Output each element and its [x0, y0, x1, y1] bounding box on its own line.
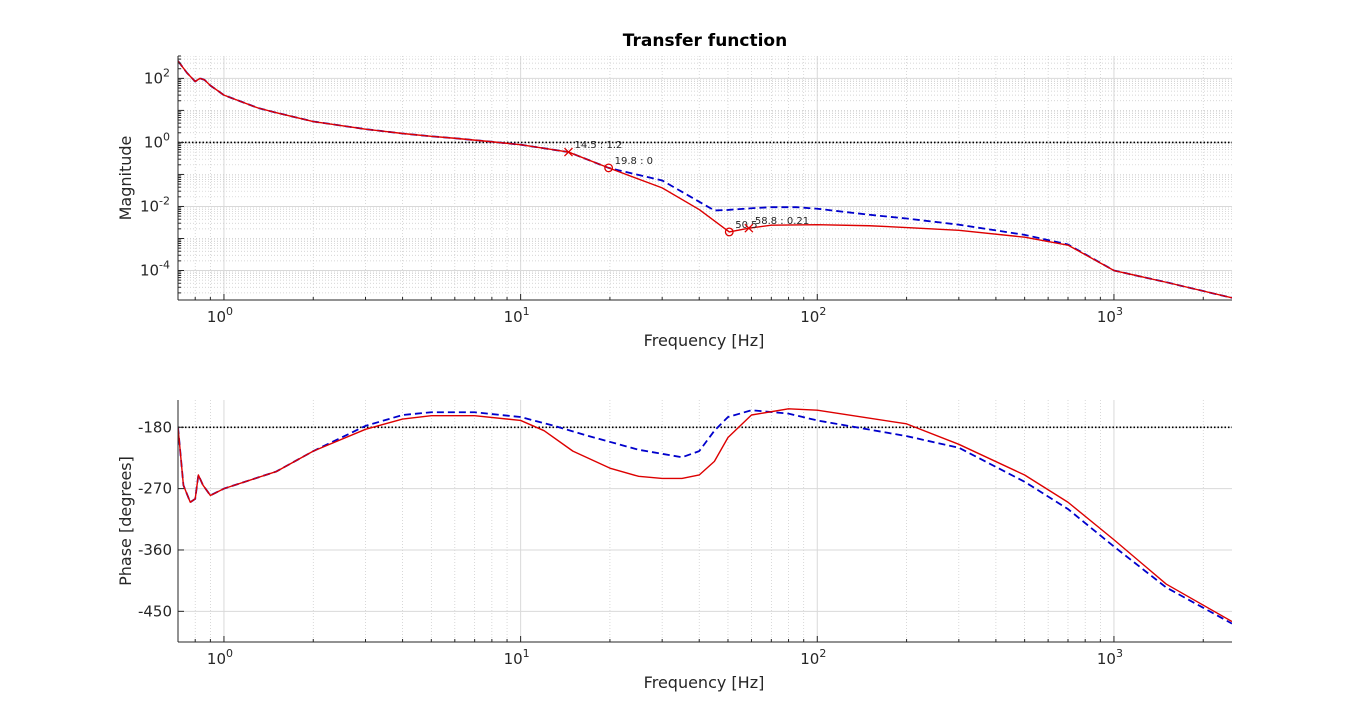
x-tick-label: 101 [504, 305, 530, 326]
marker-circle[interactable] [724, 227, 734, 237]
y-tick-label: -450 [138, 602, 172, 620]
y-tick-label: 100 [144, 130, 170, 151]
x-tick-label: 100 [207, 647, 233, 668]
x-tick-label: 101 [504, 647, 530, 668]
series-solid-line[interactable] [178, 60, 1232, 299]
marker-x[interactable] [564, 147, 573, 157]
x-tick-label: 103 [1097, 305, 1123, 326]
y-tick-label: -270 [138, 480, 172, 498]
plot-area [178, 56, 1232, 300]
marker-annotation: 19.8 : 0 [615, 156, 653, 167]
x-axis-label: Frequency [Hz] [644, 331, 765, 350]
phase-axes[interactable]: 100 101 102 103 -450 -360 -270 -180 Frequency [H… [116, 400, 1232, 692]
marker-circle[interactable] [604, 163, 614, 173]
y-tick-label: 10-2 [140, 194, 170, 215]
y-tick-label: -180 [138, 418, 172, 436]
marker-x[interactable] [744, 223, 754, 233]
marker-annotation: 58.8 : 0.21 [755, 216, 809, 227]
series-solid-line[interactable] [178, 408, 1232, 623]
y-axis-label: Magnitude [116, 136, 135, 221]
x-tick-label: 103 [1097, 647, 1123, 668]
chart-title: Transfer function [623, 31, 787, 51]
plot-area [178, 400, 1232, 642]
series-dashed-line[interactable] [178, 409, 1232, 625]
y-tick-label: 10-4 [140, 259, 170, 280]
y-tick-label: 102 [144, 66, 170, 87]
y-tick-label: -360 [138, 541, 172, 559]
y-axis-label: Phase [degrees] [116, 456, 135, 586]
x-tick-label: 100 [207, 305, 233, 326]
x-axis-label: Frequency [Hz] [644, 673, 765, 692]
x-tick-label: 102 [800, 305, 826, 326]
x-tick-label: 102 [800, 647, 826, 668]
marker-annotation: 14.5 : 1.2 [574, 140, 622, 151]
